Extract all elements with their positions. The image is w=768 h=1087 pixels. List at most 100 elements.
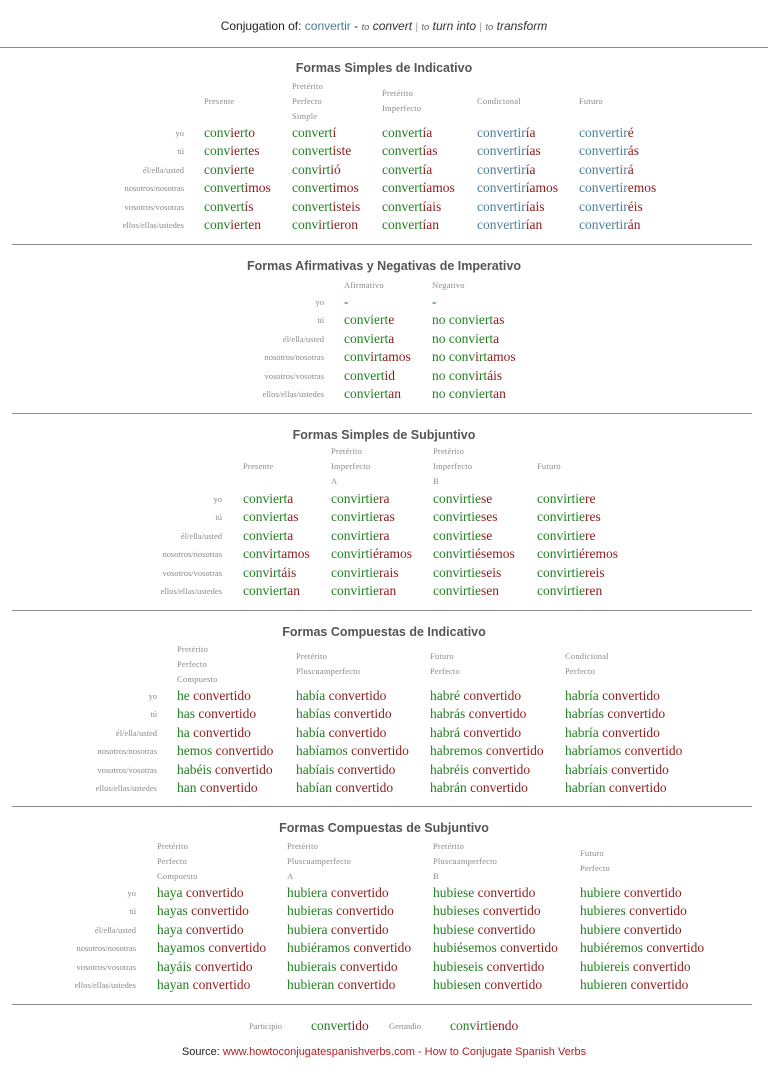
form-segment: habré [430,688,464,703]
form-segment: ías [525,143,541,159]
form-segment: convertido [336,903,394,919]
source-line: Source: www.howtoconjugatespanishverbs.c… [0,1046,768,1058]
form-segment: convert [344,367,385,383]
form-segment: re [584,491,596,506]
form-segment: convertido [185,921,244,937]
conjugated-form: han convertido [177,780,258,796]
pronoun-label: tú [129,906,136,917]
form-segment: rt [273,546,282,562]
form-segment: hubiésemos [433,940,501,956]
gerundio-label: Gerundio [389,1021,422,1031]
pronoun-label: vosotros/vosotras [97,764,158,775]
conjugated-form: convierto [204,125,255,141]
form-segment: i [475,349,479,365]
pronoun-label: ellos/ellas/ustedes [122,220,184,230]
column-header-line: Pluscuamperfecto [296,666,361,676]
form-segment: no conviert [432,312,494,328]
column-header: Presente [204,80,234,122]
column-header-line: Perfecto [430,666,460,676]
form-segment: convertido [214,761,273,777]
conjugated-form: convirtieren [537,583,602,599]
form-segment: ran [378,583,397,598]
form-segment: ían [525,217,543,232]
form-segment: ie [230,161,240,177]
column-header: Pretérito Pluscuamperfecto B [433,838,497,884]
column-header-line: Pluscuamperfecto [433,855,498,866]
conjugated-form: convertirías [477,143,541,159]
form-segment: íamos [422,180,455,196]
form-segment: convertir [477,161,526,177]
pronoun-label: yo [213,494,223,504]
form-segment: habíamos [296,743,352,759]
form-segment: i [269,564,274,580]
conjugated-form: convertimos [292,180,359,196]
form-segment: convert [292,180,333,196]
pronoun-label: él/ella/usted [115,727,157,738]
conjugated-form: convirtamos [243,546,310,562]
gerundio-form: convirtiendo [450,1018,518,1034]
form-segment: i [370,349,375,365]
section-title: Formas Compuestas de Subjuntivo [279,821,489,835]
form-segment: ía [525,161,536,177]
form-segment: ha [177,724,194,740]
form-segment: sen [480,583,499,598]
form-segment: convertido [339,958,398,974]
conjugated-form: no conviertan [432,386,506,402]
source-site-name[interactable]: How to Conjugate Spanish Verbs [424,1046,587,1058]
form-segment: haya [157,885,186,900]
form-segment: e [388,312,395,328]
column-header-line: Pretérito [177,643,209,654]
form-segment: convertido [500,940,558,956]
conjugated-form: convertiremos [579,180,656,196]
form-segment: convertido [333,706,392,722]
conjugated-form: convertís [204,199,254,215]
conjugated-form: habríais convertido [565,762,669,778]
conjugated-form: hubiera convertido [287,922,389,938]
form-segment: hubierais [287,958,340,974]
conjugated-form: convirtieres [537,509,601,525]
form-segment: convirtie [433,491,481,506]
conjugated-form: convirtiera [331,528,389,544]
conjugated-form: hubiese convertido [433,885,535,901]
conjugated-form: convertirán [579,217,640,233]
form-segment: he [177,688,194,703]
translation-to: to [421,22,430,33]
form-segment: amos [382,349,411,365]
form-segment: conviert [243,527,288,543]
column-header-line: Perfecto [565,666,595,676]
form-segment: habías [296,706,334,722]
form-segment: convertir [579,217,628,232]
form-segment: convertido [602,724,660,740]
form-segment: convertido [198,706,257,722]
conjugated-form: había convertido [296,688,386,704]
form-segment: conv [243,564,270,580]
conjugated-form: hubieres convertido [580,903,687,919]
conjugated-form: convirtiereis [537,565,604,581]
conjugated-form: habrían convertido [565,780,667,796]
section-title: Formas Simples de Indicativo [295,61,473,75]
form-segment: id [384,367,395,383]
form-segment: i [318,217,323,232]
column-header-line: Condicional [477,95,521,106]
form-segment: convert [204,180,245,196]
form-segment: convertido [482,903,541,919]
title-verb: convertir [304,19,351,33]
conjugated-form: convertía [382,162,432,178]
column-header-line: Pretérito [331,445,363,456]
form-segment: amos [487,349,516,365]
pronoun-label: nosotros/nosotras [162,549,223,560]
column-header-line: Perfecto [157,855,187,866]
form-segment: conv [292,161,319,177]
pronoun-label: yo [127,888,137,898]
column-header: Presente [243,443,273,489]
form-segment: rt [478,367,488,383]
form-segment: convertido [608,780,667,795]
column-header: Pretérito Imperfecto B [433,443,472,489]
source-link[interactable]: www.howtoconjugatespanishverbs.com [222,1046,415,1058]
form-segment: hubieran [287,977,338,992]
form-segment: a [287,527,294,543]
conjugated-form: hubieseis convertido [433,959,544,975]
form-segment: convertido [624,743,683,759]
conjugated-form: conviertan [243,583,300,599]
column-header: Pretérito Pluscuamperfecto [296,641,360,687]
